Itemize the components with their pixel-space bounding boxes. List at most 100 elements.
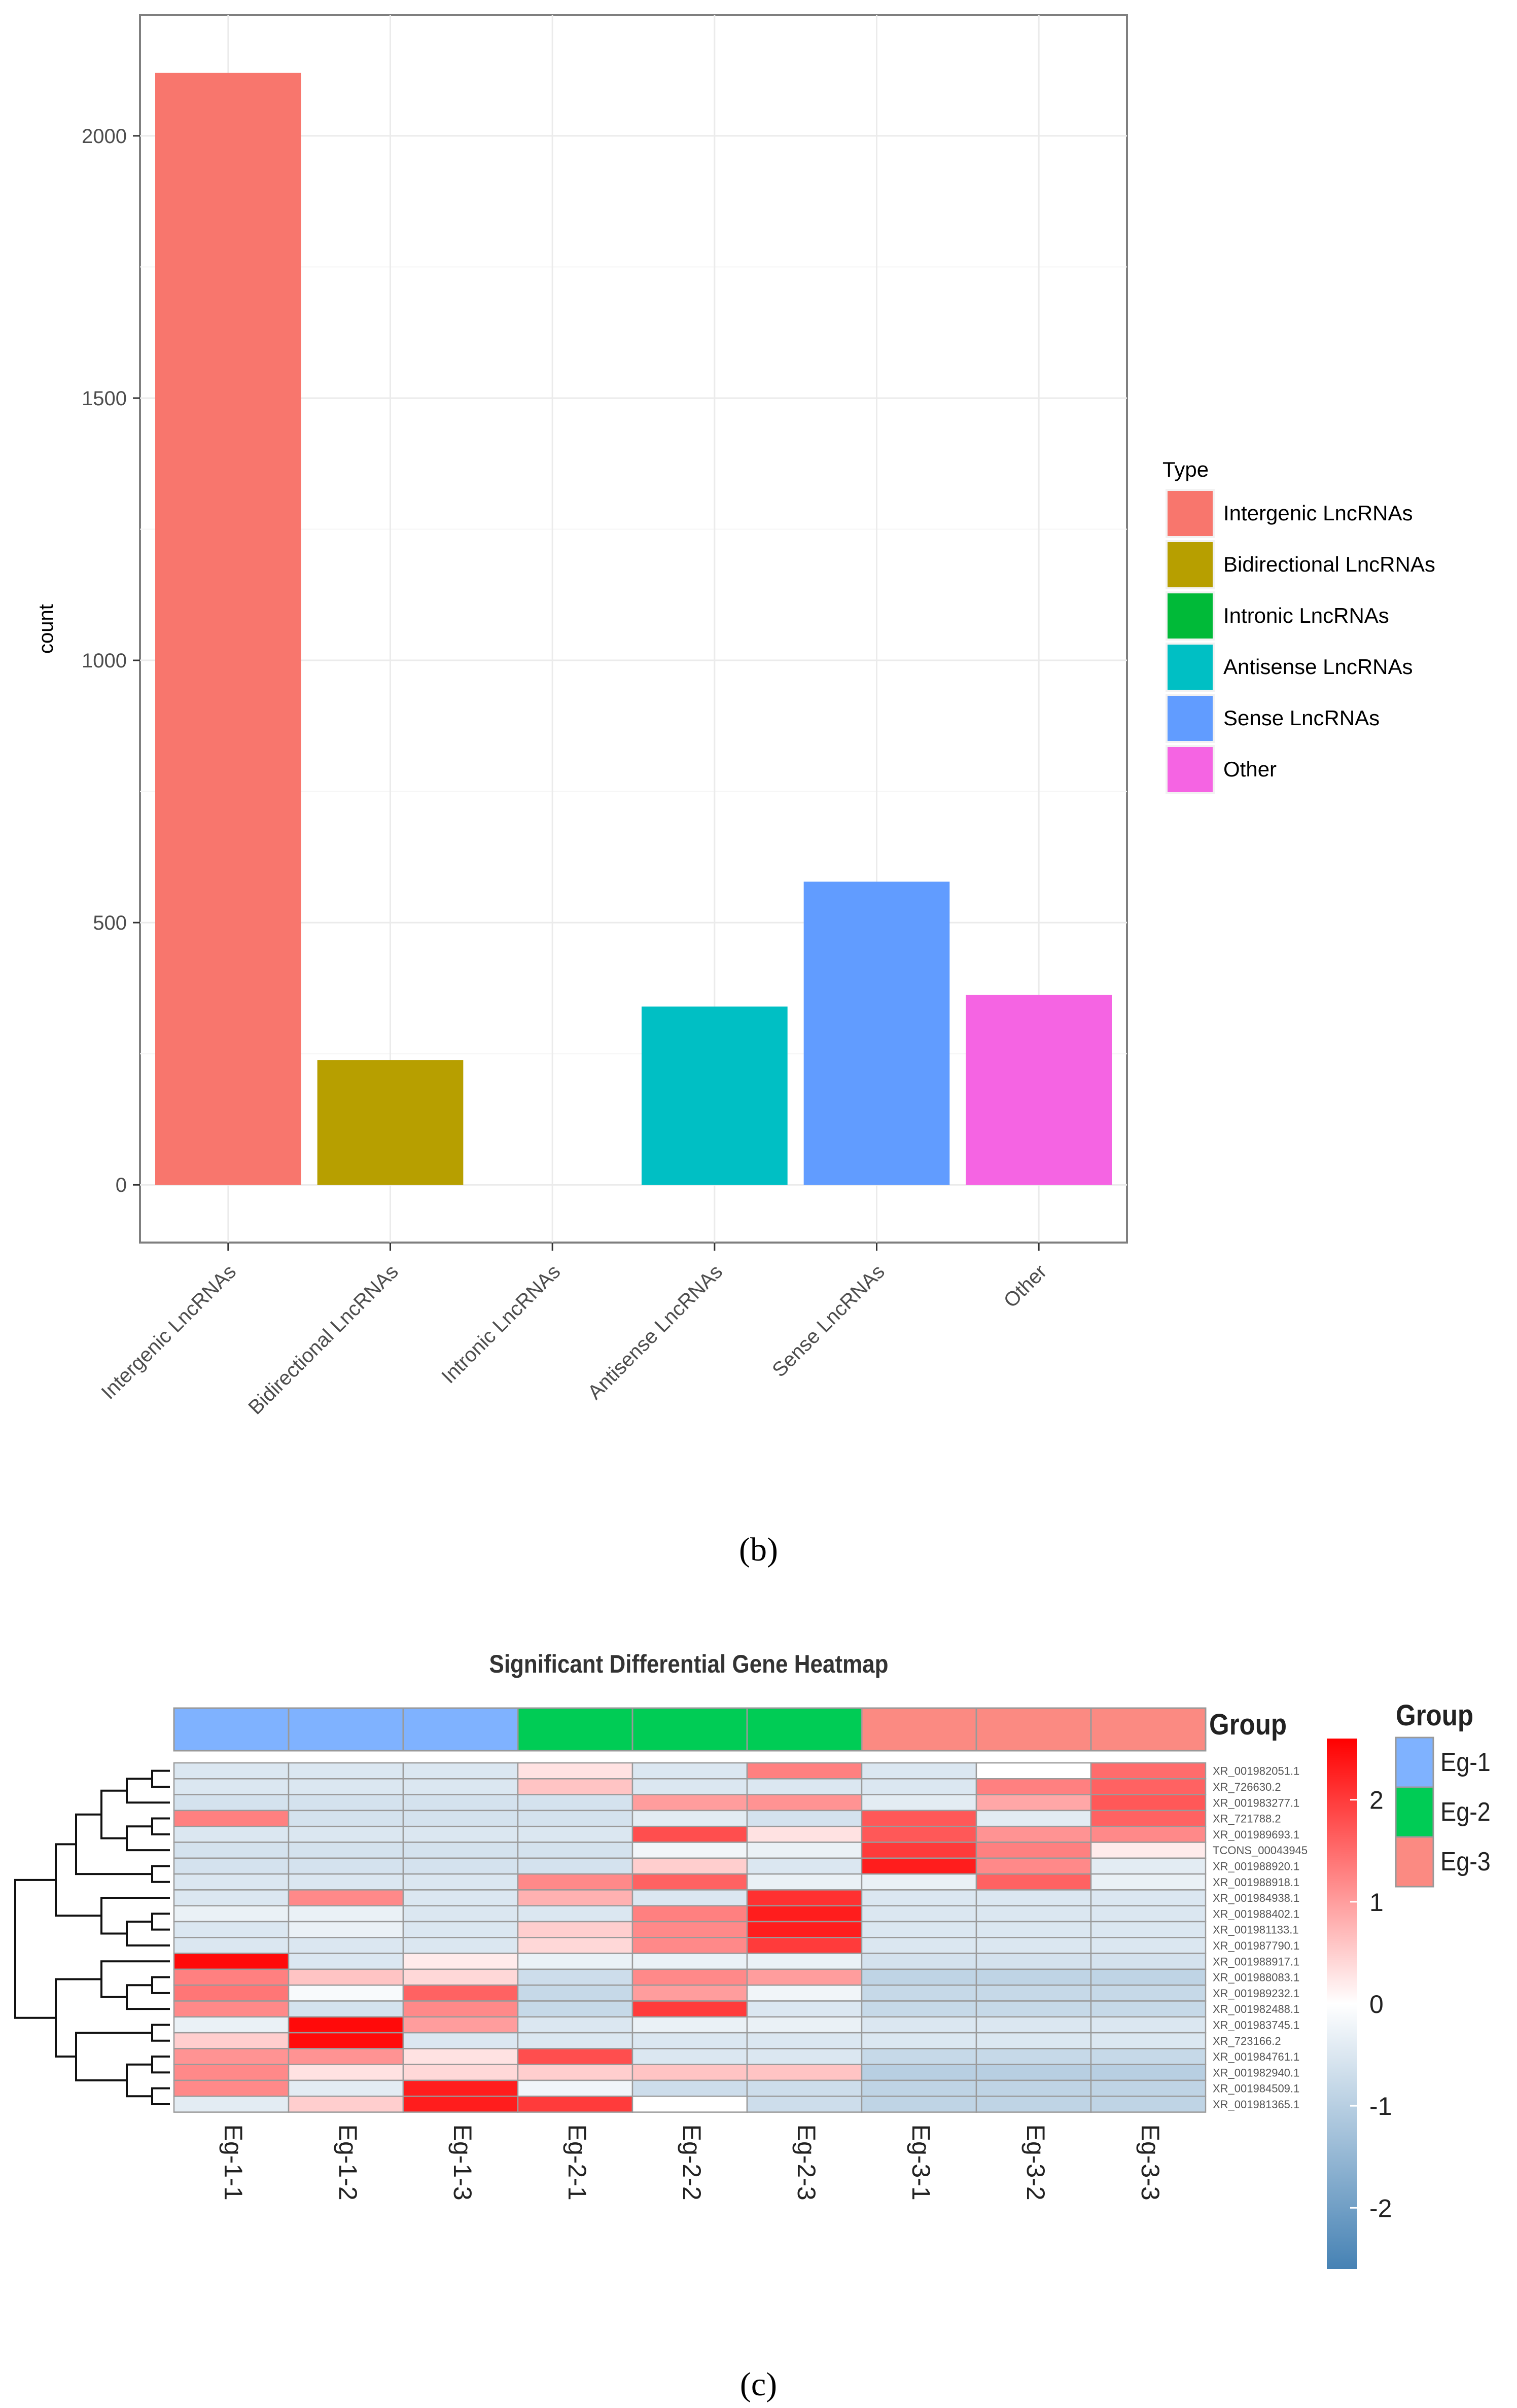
heatmap-cell [975, 1984, 1092, 2002]
heatmap-cell [746, 2048, 863, 2065]
row-label: XR_001988402.1 [1213, 1907, 1299, 1920]
heatmap-cell [861, 1937, 977, 1954]
heatmap-cell [631, 2096, 748, 2113]
dendrogram-branch [126, 2063, 152, 2098]
heatmap-cell [746, 1857, 863, 1875]
heatmap-cell [173, 1873, 290, 1891]
heatmap-cell [631, 1984, 748, 2002]
heatmap-cell [631, 1889, 748, 1906]
row-label: XR_001988918.1 [1213, 1876, 1299, 1889]
y-tick-label: 1500 [82, 387, 127, 410]
heatmap-cell [746, 1842, 863, 1859]
heatmap-cell [631, 1953, 748, 1970]
group-annotation-cell-eg-3-2 [975, 1707, 1092, 1752]
heatmap-cell [402, 1953, 519, 1970]
row-label: XR_001987790.1 [1213, 1939, 1299, 1952]
heatmap-cell [861, 1889, 977, 1906]
heatmap-cell [517, 2000, 633, 2018]
heatmap-cell [173, 1762, 290, 1780]
heatmap-cell [1090, 1873, 1207, 1891]
row-label: XR_001981133.1 [1213, 1924, 1299, 1936]
heatmap-cell [173, 2048, 290, 2065]
heatmap-cell [173, 1810, 290, 1827]
column-label-eg-2-3: Eg-2-3 [792, 2124, 821, 2201]
heatmap-cell [746, 1921, 863, 1938]
heatmap-cell [173, 2079, 290, 2097]
heatmap-cell [1090, 1810, 1207, 1827]
column-label-eg-1-3: Eg-1-3 [448, 2124, 477, 2201]
heatmap-cell [173, 1857, 290, 1875]
heatmap-cell [631, 1857, 748, 1875]
heatmap-cell [975, 2032, 1092, 2049]
legend-swatch-sense-lncrnas [1168, 696, 1213, 741]
row-label: XR_001982488.1 [1213, 2003, 1299, 2015]
heatmap-cell [402, 2096, 519, 2113]
heatmap-cell [402, 2016, 519, 2034]
heatmap-cell [1090, 2048, 1207, 2065]
heatmap-cell [402, 1778, 519, 1795]
bars [155, 73, 1112, 1185]
group-annotation-cell-eg-1-3 [402, 1707, 519, 1752]
column-label-eg-3-1: Eg-3-1 [907, 2124, 935, 2201]
heatmap-cell [861, 1905, 977, 1923]
row-label: XR_001989232.1 [1213, 1987, 1299, 2000]
heatmap-cell [746, 2064, 863, 2081]
heatmap-cell [631, 1968, 748, 1986]
x-tick-label-antisense-lncrnas: Antisense LncRNAs [584, 1260, 727, 1404]
heatmap-cell [288, 1857, 404, 1875]
heatmap-cell [631, 2016, 748, 2034]
heatmap-cell [975, 2048, 1092, 2065]
y-tick-label: 500 [93, 912, 127, 934]
heatmap-cell [173, 1937, 290, 1954]
heatmap-cell [517, 1810, 633, 1827]
color-scale-tick-label: -1 [1369, 2092, 1392, 2120]
group-legend-swatch-eg-3 [1395, 1836, 1434, 1888]
caption-c-text: (c) [739, 2366, 778, 2403]
heatmap-cell [861, 1794, 977, 1812]
heatmap-cell [631, 1778, 748, 1795]
heatmap-cell [861, 2032, 977, 2049]
bar-intergenic-lncrnas [155, 73, 301, 1185]
column-labels: Eg-1-1 Eg-1-2 Eg-1-3 Eg-2-1 Eg-2-2 Eg-2-3 Eg-3… [219, 2124, 1165, 2201]
heatmap-cell [517, 1937, 633, 1954]
x-tick-label-other: Other [1000, 1260, 1051, 1312]
dendrogram-branch [151, 1865, 170, 1883]
heatmap-cell [173, 2032, 290, 2049]
heatmap-cell [1090, 1762, 1207, 1780]
heatmap-cell [1090, 2016, 1207, 2034]
heatmap-cell [402, 1873, 519, 1891]
heatmap-cell [975, 1762, 1092, 1780]
heatmap-cell [288, 1953, 404, 1970]
heatmap-cell [173, 1778, 290, 1795]
heatmap-cell [517, 2016, 633, 2034]
heatmap-cell [631, 2079, 748, 2097]
heatmap-cell [402, 1842, 519, 1859]
dendrogram-branch [75, 2032, 152, 2081]
heatmap-cell [173, 1825, 290, 1843]
caption-b-text: (b) [739, 1531, 778, 1568]
heatmap-cell [517, 2048, 633, 2065]
heatmap-cell [746, 1873, 863, 1891]
row-label: XR_001983745.1 [1213, 2019, 1299, 2031]
heatmap-cell [288, 1873, 404, 1891]
legend-label-antisense-lncrnas: Antisense LncRNAs [1223, 655, 1413, 679]
legend-items: Intergenic LncRNAs Bidirectional LncRNAs I… [1163, 487, 1435, 796]
heatmap-cell [173, 1968, 290, 1986]
dendrogram-branch [55, 1978, 101, 2058]
heatmap-cell [1090, 1968, 1207, 1986]
row-label: XR_001984938.1 [1213, 1892, 1299, 1904]
heatmap-cell [517, 1842, 633, 1859]
row-label: XR_726630.2 [1213, 1781, 1281, 1793]
heatmap-cell [1090, 2064, 1207, 2081]
group-annotation-cell-eg-3-1 [861, 1707, 977, 1752]
heatmap-cell [288, 2064, 404, 2081]
heatmap-cell [173, 1953, 290, 1970]
heatmap-cell [402, 1937, 519, 1954]
heatmap-cell [975, 1778, 1092, 1795]
heatmap-cell [746, 1984, 863, 2002]
column-label-eg-1-1: Eg-1-1 [219, 2124, 248, 2201]
caption-b: (b) [0, 1531, 1517, 1569]
dendrogram-branch [126, 1778, 170, 1804]
group-annotation-cell-eg-1-2 [288, 1707, 404, 1752]
heatmap-cell [861, 1778, 977, 1795]
